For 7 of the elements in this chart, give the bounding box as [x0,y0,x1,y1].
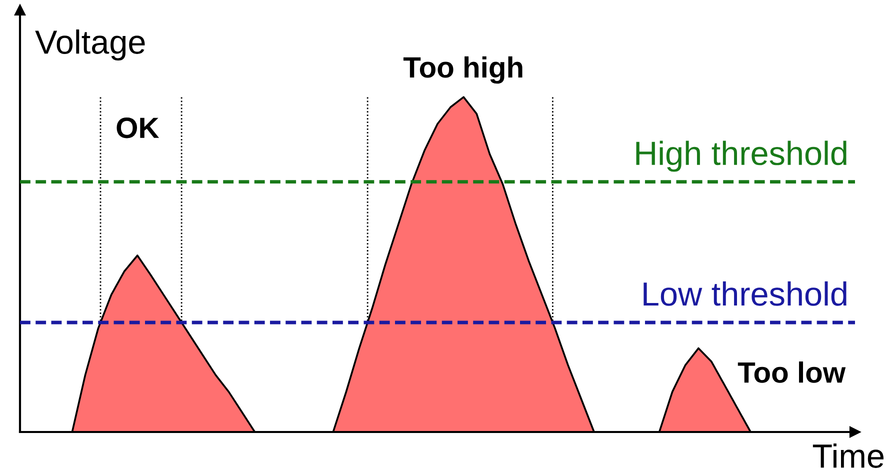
annotation: OK [116,118,160,138]
x-axis-title: Time [812,443,884,468]
y-axis-title: Voltage [35,29,145,61]
ref-line-label: Low threshold [644,281,846,306]
annotation: Too low [738,361,846,383]
text: Too high [403,56,522,84]
ref-line-label: High threshold [636,140,846,172]
